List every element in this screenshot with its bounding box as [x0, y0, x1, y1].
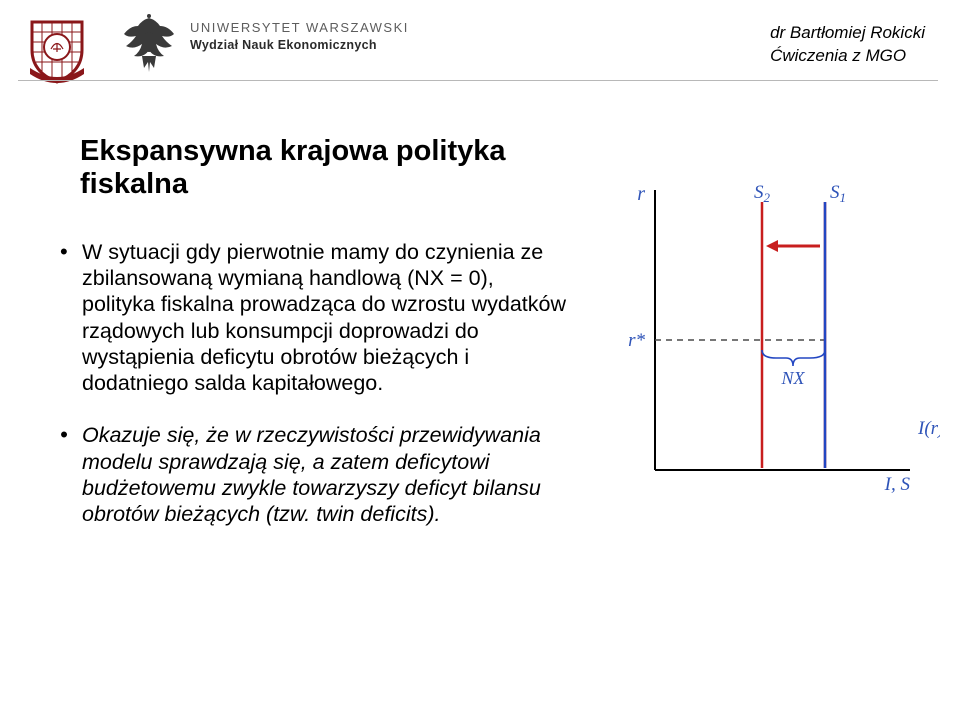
savings-investment-chart: r r* NX S2 S1 I(r) I, S — [610, 180, 940, 520]
header-divider — [18, 80, 938, 81]
eagle-crest-logo — [118, 12, 180, 85]
author-line: dr Bartłomiej Rokicki — [770, 22, 925, 45]
bullet-list: W sytuacji gdy pierwotnie mamy do czynie… — [60, 239, 570, 527]
svg-text:I, S: I, S — [884, 474, 911, 495]
department-name: Wydział Nauk Ekonomicznych — [190, 38, 409, 52]
svg-text:S2: S2 — [754, 182, 771, 205]
header: UNIWERSYTET WARSZAWSKI Wydział Nauk Ekon… — [0, 10, 960, 90]
svg-text:r: r — [637, 183, 645, 205]
svg-text:S1: S1 — [830, 182, 846, 205]
slide-content: Ekspansywna krajowa polityka fiskalna W … — [60, 135, 570, 553]
svg-text:NX: NX — [780, 368, 805, 388]
bullet-item: W sytuacji gdy pierwotnie mamy do czynie… — [60, 239, 570, 396]
university-text: UNIWERSYTET WARSZAWSKI Wydział Nauk Ekon… — [190, 20, 409, 52]
bullet-item: Okazuje się, że w rzeczywistości przewid… — [60, 422, 570, 527]
byline: dr Bartłomiej Rokicki Ćwiczenia z MGO — [770, 22, 925, 68]
svg-text:r*: r* — [628, 330, 645, 351]
svg-text:I(r): I(r) — [917, 418, 940, 439]
slide-title: Ekspansywna krajowa polityka fiskalna — [80, 135, 570, 201]
course-line: Ćwiczenia z MGO — [770, 45, 925, 68]
university-name: UNIWERSYTET WARSZAWSKI — [190, 20, 409, 35]
